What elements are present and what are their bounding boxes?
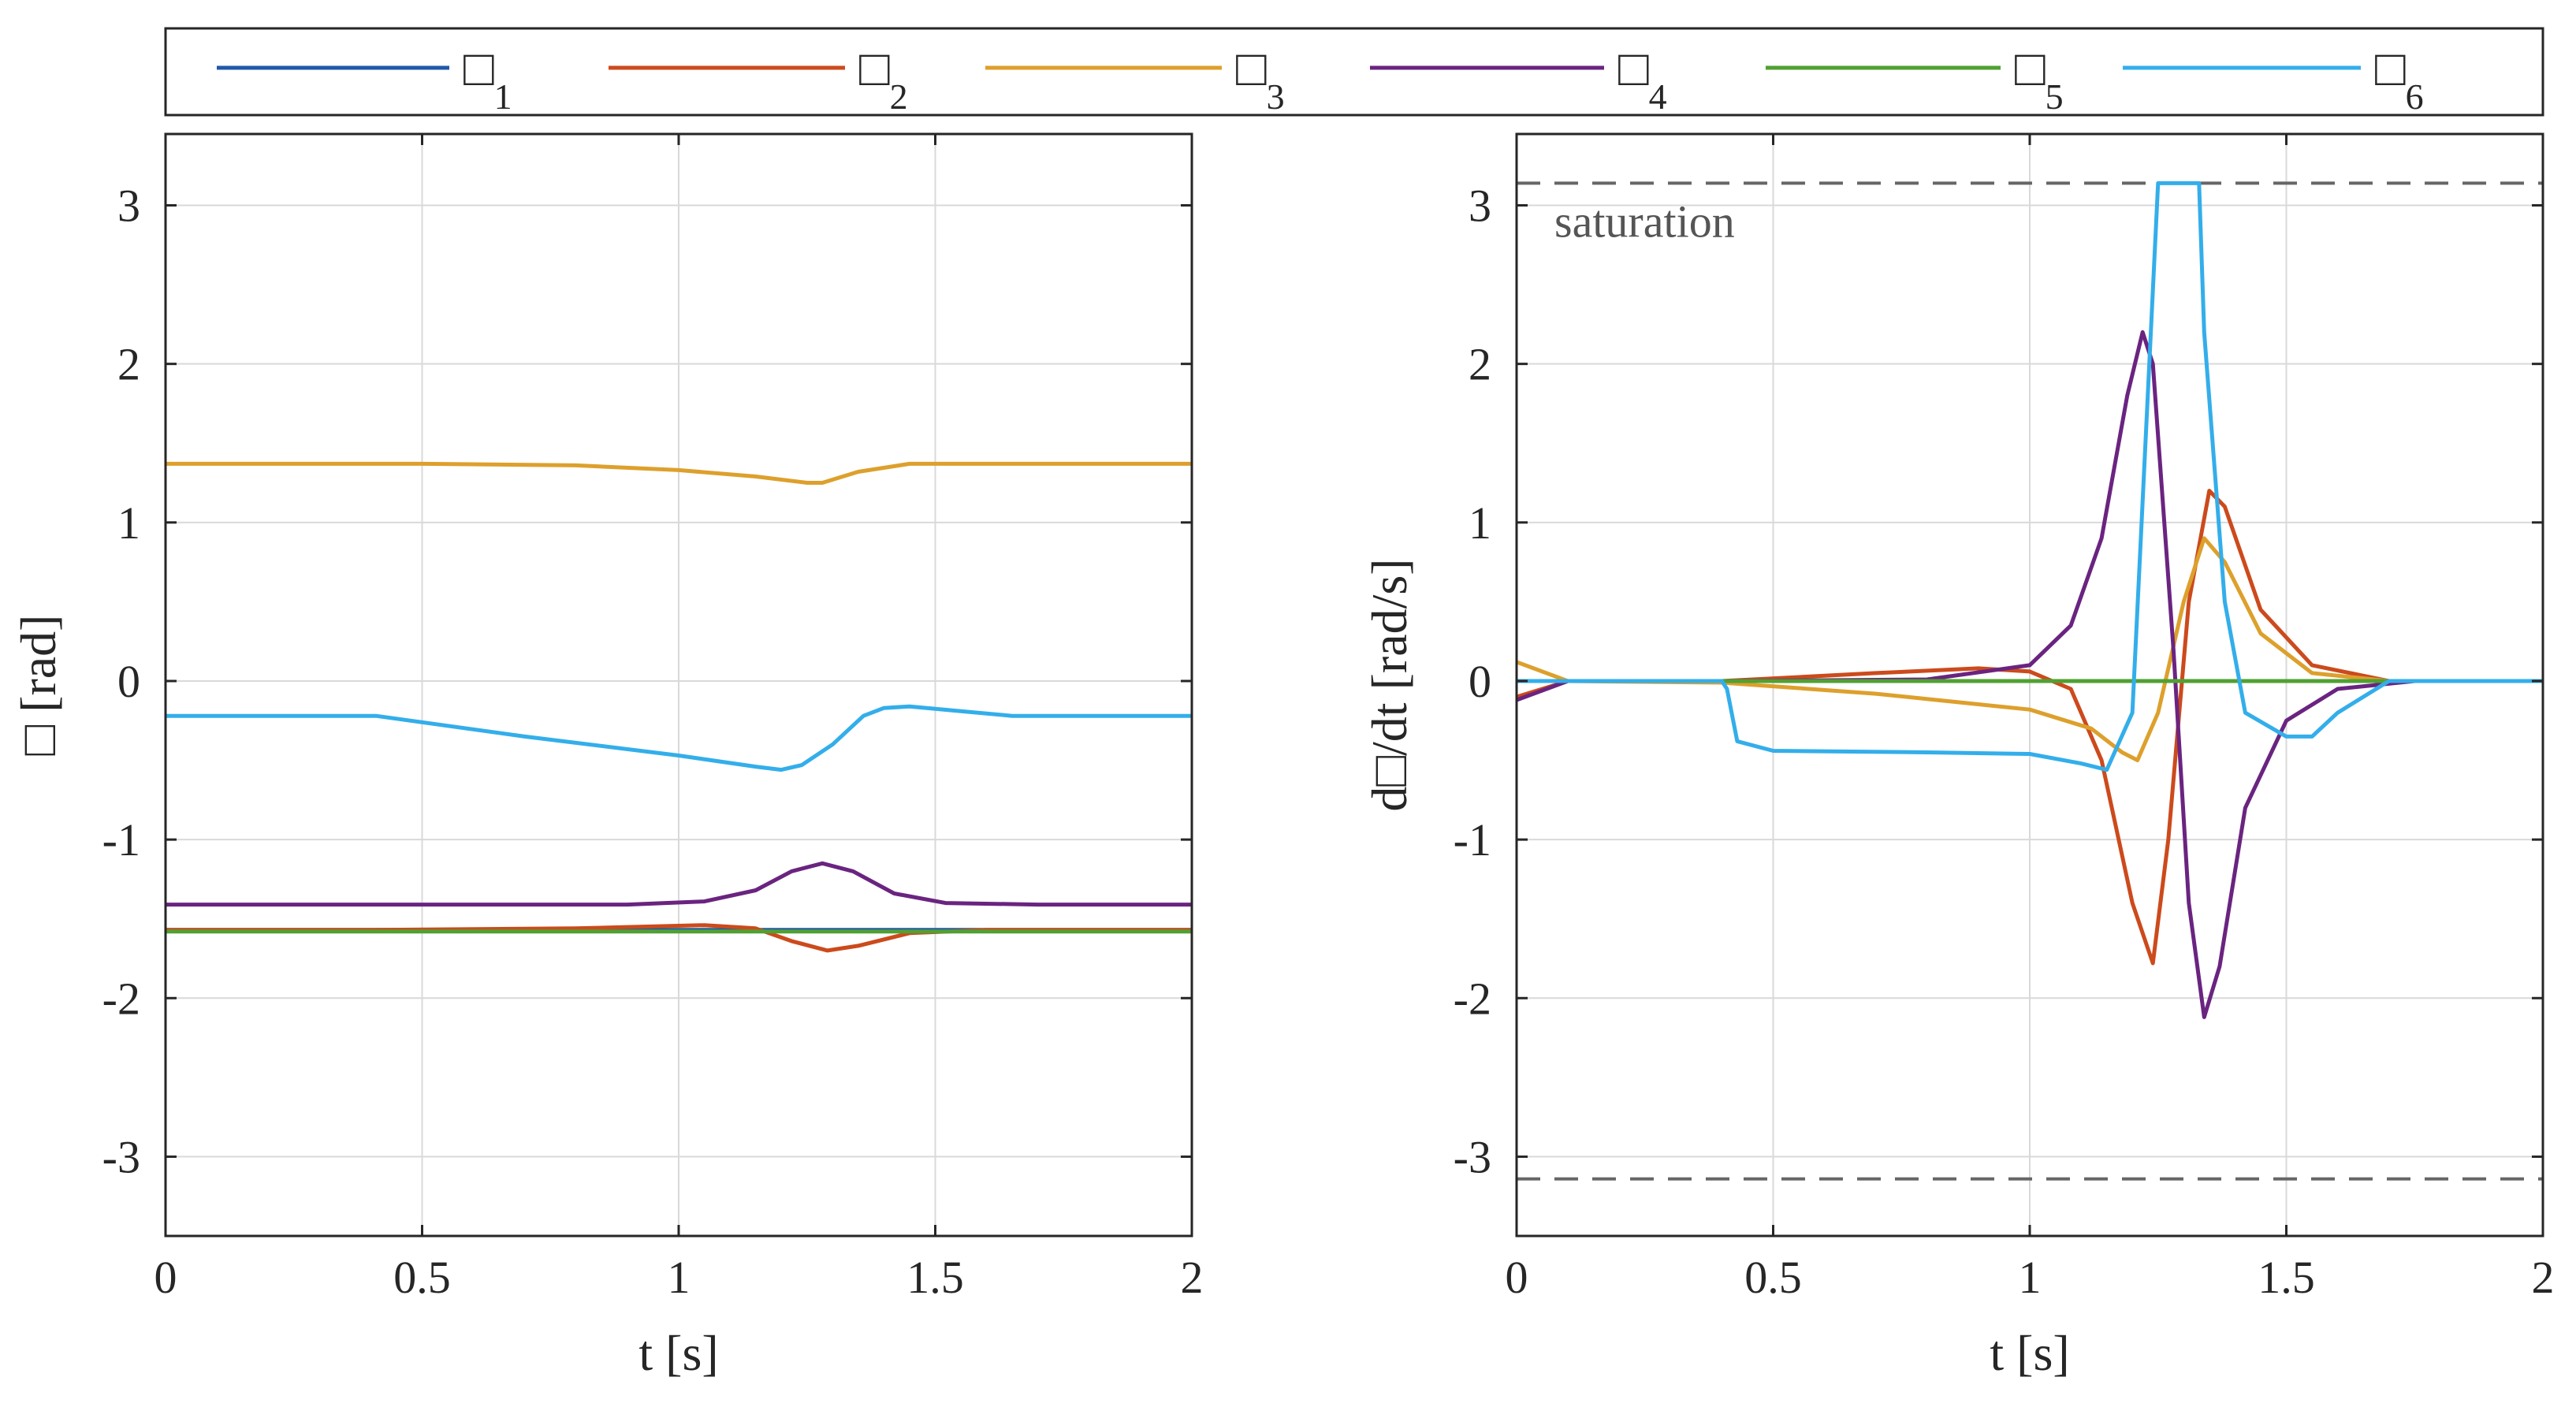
x-tick-label-1: 0.5	[393, 1252, 451, 1303]
series-line-2	[1517, 489, 2543, 966]
x-tick-label-1: 0.5	[1744, 1252, 1802, 1303]
x-tick-label-2: 1	[2019, 1252, 2042, 1303]
legend-subscript: 3	[1267, 76, 1285, 117]
legend-subscript: 2	[890, 76, 908, 117]
legend-symbol: □	[2375, 40, 2406, 96]
y-axis-label: □ [rad]	[10, 615, 66, 756]
legend-subscript: 6	[2406, 76, 2424, 117]
series-line-6	[1517, 181, 2543, 772]
right-panel-velocities: saturation 0 0.5 1 1.5 2 -3 -2 -1 0 1 2 3 t [s] d□/dt …	[1361, 132, 2555, 1381]
legend-symbol: □	[1618, 40, 1649, 96]
legend-subscript: 4	[1649, 76, 1667, 117]
series-line-6	[166, 704, 1192, 772]
y-tick-label-4: 1	[1469, 497, 1491, 549]
series-line-3	[1517, 536, 2543, 762]
legend-subscript: 5	[2046, 76, 2064, 117]
y-tick-label-0: -3	[1454, 1131, 1491, 1182]
y-tick-label-6: 3	[1469, 181, 1491, 232]
legend-symbol: □	[2015, 40, 2046, 96]
y-tick-label-2: -1	[1454, 814, 1491, 865]
y-tick-label-3: 0	[1469, 656, 1491, 707]
legend-label-1: □1	[463, 40, 512, 117]
left-panel-angles: 0 0.5 1 1.5 2 -3 -2 -1 0 1 2 3 t [s] □ [rad]	[10, 132, 1204, 1381]
legend-label-6: □6	[2375, 40, 2424, 117]
legend-subscript: 1	[494, 76, 512, 117]
x-tick-label-0: 0	[1506, 1252, 1528, 1303]
y-tick-label-5: 2	[1469, 339, 1491, 390]
y-tick-label-6: 3	[117, 181, 140, 232]
legend-symbol: □	[1236, 40, 1267, 96]
x-axis-label: t [s]	[638, 1325, 718, 1381]
legend-label-3: □3	[1236, 40, 1285, 117]
y-tick-label-0: -3	[102, 1131, 140, 1182]
x-axis-label: t [s]	[1990, 1325, 2069, 1381]
legend: □1□2□3□4□5□6	[164, 27, 2544, 117]
x-tick-label-3: 1.5	[2258, 1252, 2315, 1303]
x-tick-label-4: 2	[2532, 1252, 2555, 1303]
y-tick-label-5: 2	[117, 339, 140, 390]
x-tick-label-2: 1	[668, 1252, 691, 1303]
x-tick-label-4: 2	[1181, 1252, 1204, 1303]
y-tick-label-2: -1	[102, 814, 140, 865]
x-tick-label-3: 1.5	[906, 1252, 964, 1303]
series-group	[1517, 181, 2543, 1019]
y-tick-label-4: 1	[117, 497, 140, 549]
x-tick-label-0: 0	[154, 1252, 177, 1303]
legend-label-2: □2	[859, 40, 908, 117]
legend-symbol: □	[859, 40, 890, 96]
legend-label-5: □5	[2015, 40, 2064, 117]
y-axis-label: d□/dt [rad/s]	[1361, 558, 1417, 811]
series-line-3	[166, 461, 1192, 485]
series-line-4	[166, 861, 1192, 907]
y-tick-label-1: -2	[102, 973, 140, 1024]
series-group	[166, 461, 1192, 953]
saturation-label: saturation	[1554, 195, 1735, 247]
y-tick-label-3: 0	[117, 656, 140, 707]
legend-box	[164, 27, 2544, 117]
legend-label-4: □4	[1618, 40, 1667, 117]
legend-symbol: □	[463, 40, 494, 96]
y-tick-label-1: -2	[1454, 973, 1491, 1024]
